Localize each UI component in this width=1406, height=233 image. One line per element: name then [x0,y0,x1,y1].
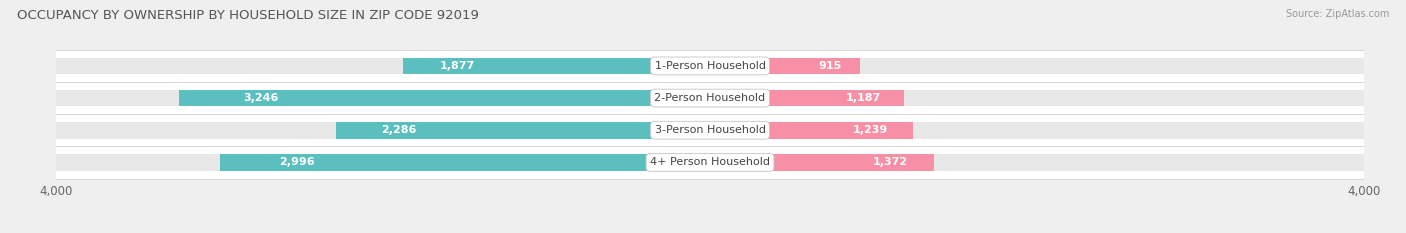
Text: 1,372: 1,372 [872,158,907,168]
Bar [56,58,710,74]
Bar [56,146,1364,178]
Bar [710,58,1364,74]
Bar [56,50,1364,82]
Bar [56,122,710,139]
Bar [56,114,1364,146]
Bar [180,90,710,106]
Bar [221,154,710,171]
Bar [404,58,710,74]
Text: 1-Person Household: 1-Person Household [655,61,765,71]
Text: 3-Person Household: 3-Person Household [655,125,765,135]
Text: 2-Person Household: 2-Person Household [654,93,766,103]
Bar [56,82,1364,114]
Text: Source: ZipAtlas.com: Source: ZipAtlas.com [1285,9,1389,19]
Text: 2,996: 2,996 [280,158,315,168]
Bar [710,90,1364,106]
Text: 2,286: 2,286 [381,125,416,135]
Bar [710,58,859,74]
Text: 1,877: 1,877 [440,61,475,71]
Bar [336,122,710,139]
Bar [56,154,710,171]
Text: 1,239: 1,239 [853,125,889,135]
Bar [56,90,710,106]
Bar [710,122,1364,139]
Bar [710,154,1364,171]
Text: 1,187: 1,187 [845,93,880,103]
Bar [710,154,934,171]
Text: 3,246: 3,246 [243,93,278,103]
Bar [710,90,904,106]
Text: 915: 915 [818,61,842,71]
Text: OCCUPANCY BY OWNERSHIP BY HOUSEHOLD SIZE IN ZIP CODE 92019: OCCUPANCY BY OWNERSHIP BY HOUSEHOLD SIZE… [17,9,479,22]
Bar [710,122,912,139]
Text: 4+ Person Household: 4+ Person Household [650,158,770,168]
